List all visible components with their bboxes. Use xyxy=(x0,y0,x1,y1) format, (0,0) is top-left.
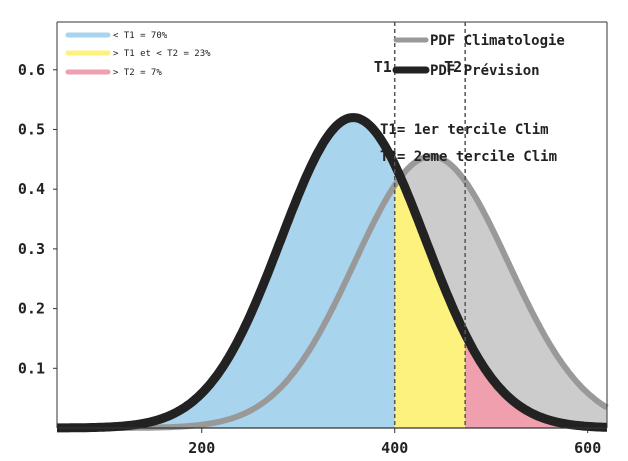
legend-label-climatologie: PDF Climatologie xyxy=(430,33,565,49)
region-between-t1-t2 xyxy=(394,164,466,428)
y-tick-label: 0.5 xyxy=(18,120,45,138)
ticks: 0.1 0.2 0.3 0.4 0.5 0.6 200 400 600 xyxy=(18,61,601,457)
threshold-label-t2: T2 xyxy=(444,58,462,76)
x-tick-label: 400 xyxy=(381,439,408,457)
legend-label-prevision: PDF Prévision xyxy=(430,63,540,79)
annotation-t2: T2= 2eme tercile Clim xyxy=(380,149,557,165)
region-legend-label-1: < T1 = 70% xyxy=(113,31,168,41)
x-tick-label: 200 xyxy=(188,439,215,457)
region-legend-label-2: > T1 et < T2 = 23% xyxy=(113,49,211,59)
axes xyxy=(56,21,608,429)
x-tick-label: 600 xyxy=(574,439,601,457)
threshold-lines: T1 T2 xyxy=(374,22,466,428)
y-tick-label: 0.6 xyxy=(18,61,45,79)
region-above-t2 xyxy=(465,334,607,428)
y-tick-label: 0.3 xyxy=(18,240,45,258)
threshold-label-t1: T1 xyxy=(374,58,392,76)
region-legend: < T1 = 70% > T1 et < T2 = 23% > T2 = 7% xyxy=(65,31,211,78)
tercile-annotations: T1= 1er tercile Clim T2= 2eme tercile Cl… xyxy=(380,122,557,165)
y-tick-label: 0.2 xyxy=(18,300,45,318)
region-legend-label-3: > T2 = 7% xyxy=(113,68,162,78)
y-tick-label: 0.1 xyxy=(18,359,45,377)
curve-prevision xyxy=(54,113,610,433)
y-tick-label: 0.4 xyxy=(18,180,45,198)
region-below-t1 xyxy=(57,117,395,428)
annotation-t1: T1= 1er tercile Clim xyxy=(380,122,549,138)
series-legend: PDF Climatologie PDF Prévision xyxy=(392,33,565,79)
